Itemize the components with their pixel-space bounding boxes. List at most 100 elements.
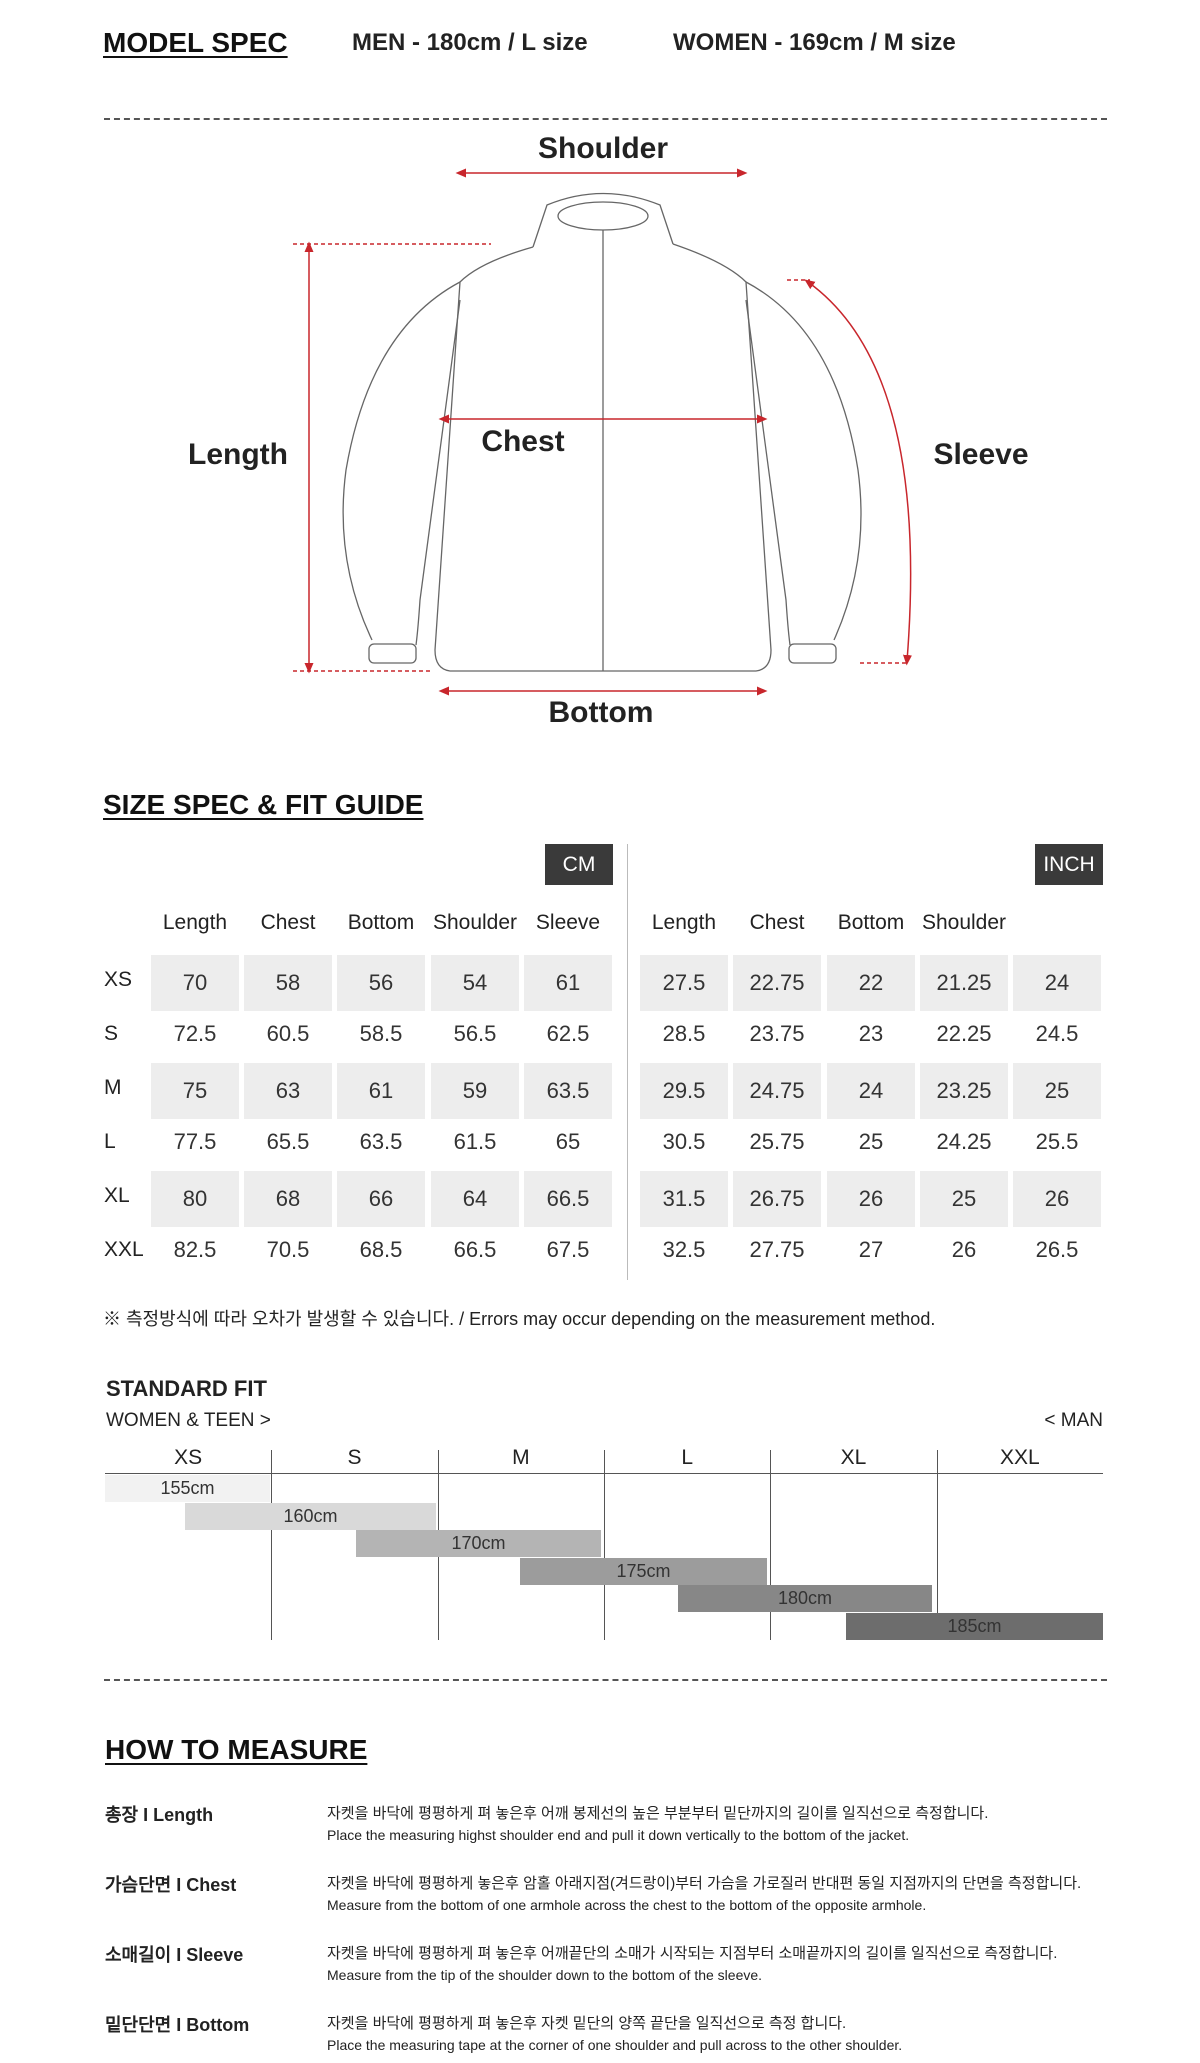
size-row-label: L	[104, 1130, 116, 1153]
jacket-diagram	[293, 168, 912, 696]
inch-cell: 25	[1013, 1063, 1101, 1119]
measure-desc-en: Measure from the bottom of one armhole a…	[327, 1897, 927, 1913]
cm-cell: 56.5	[453, 1021, 497, 1046]
divider	[104, 118, 1107, 120]
measure-desc-en: Place the measuring highst shoulder end …	[327, 1827, 910, 1843]
man-label: < MAN	[1044, 1410, 1103, 1431]
cm-cell: 62.5	[546, 1021, 590, 1046]
fit-size-label: XXL	[999, 1446, 1040, 1469]
length-label: Length	[188, 438, 288, 471]
inch-cell: 26	[1013, 1171, 1101, 1227]
model-spec-women: WOMEN - 169cm / M size	[673, 29, 956, 56]
cm-cell: 66.5	[453, 1237, 497, 1262]
cm-cell: 61.5	[453, 1129, 497, 1154]
inch-cell: 26.75	[733, 1171, 821, 1227]
cm-cell: 63.5	[359, 1129, 403, 1154]
model-spec-men: MEN - 180cm / L size	[352, 29, 588, 56]
inch-cell: 24.25	[936, 1129, 992, 1154]
cm-cell: 70	[151, 955, 239, 1011]
divider	[104, 1679, 1107, 1681]
how-to-measure-title: HOW TO MEASURE	[105, 1734, 368, 1765]
cm-cell: 82.5	[173, 1237, 217, 1262]
bottom-label: Bottom	[548, 696, 654, 729]
inch-cell: 27.5	[640, 955, 728, 1011]
column-header-cm: Length	[162, 911, 228, 934]
fit-column-divider	[937, 1450, 938, 1640]
measurement-note: ※ 측정방식에 따라 오차가 발생할 수 있습니다. / Errors may …	[103, 1309, 936, 1329]
cm-cell: 72.5	[173, 1021, 217, 1046]
inch-cell: 23.25	[920, 1063, 1008, 1119]
cm-cell: 65	[555, 1129, 581, 1154]
inch-cell: 26	[827, 1171, 915, 1227]
height-bar: 160cm	[185, 1502, 436, 1530]
fit-size-label: S	[347, 1446, 362, 1469]
cm-cell: 77.5	[173, 1129, 217, 1154]
cm-cell: 58	[244, 955, 332, 1011]
inch-cell: 22.25	[936, 1021, 992, 1046]
height-bar: 185cm	[846, 1613, 1103, 1640]
cm-cell: 66.5	[524, 1171, 612, 1227]
fit-column-divider	[604, 1450, 605, 1640]
inch-cell: 21.25	[920, 955, 1008, 1011]
inch-cell: 31.5	[640, 1171, 728, 1227]
fit-size-label: M	[512, 1446, 530, 1469]
cm-cell: 68.5	[359, 1237, 403, 1262]
height-bar: 175cm	[520, 1557, 767, 1585]
size-row-label: S	[104, 1022, 119, 1045]
cm-cell: 63	[244, 1063, 332, 1119]
inch-cell: 22	[827, 955, 915, 1011]
cm-cell: 56	[337, 955, 425, 1011]
fit-size-label: L	[681, 1446, 693, 1469]
size-row-label: XL	[104, 1184, 130, 1207]
inch-cell: 24	[827, 1063, 915, 1119]
height-bar: 170cm	[356, 1530, 601, 1558]
column-header-cm: Sleeve	[535, 911, 601, 934]
inch-cell: 26	[951, 1237, 977, 1262]
size-row-label: XS	[104, 968, 133, 991]
inch-cell: 23.75	[749, 1021, 805, 1046]
cm-cell: 63.5	[524, 1063, 612, 1119]
cm-cell: 80	[151, 1171, 239, 1227]
measure-desc-en: Measure from the tip of the shoulder dow…	[327, 1967, 763, 1983]
column-header-inch: Chest	[749, 911, 805, 934]
sleeve-label: Sleeve	[933, 438, 1029, 471]
size-row-label: M	[104, 1076, 122, 1099]
cm-cell: 70.5	[266, 1237, 310, 1262]
cm-cell: 60.5	[266, 1021, 310, 1046]
cm-cell: 64	[431, 1171, 519, 1227]
cm-cell: 54	[431, 955, 519, 1011]
measure-arrows	[293, 168, 912, 696]
column-header-cm: Chest	[260, 911, 316, 934]
column-header-inch: Shoulder	[921, 911, 1007, 934]
inch-cell: 27	[858, 1237, 884, 1262]
inch-cell: 25	[858, 1129, 884, 1154]
size-row-label: XXL	[104, 1238, 144, 1261]
shoulder-label: Shoulder	[537, 132, 669, 165]
cm-cell: 68	[244, 1171, 332, 1227]
inch-cell: 24	[1013, 955, 1101, 1011]
cm-cell: 67.5	[546, 1237, 590, 1262]
measure-label: 가슴단면 I Chest	[105, 1875, 237, 1895]
column-header-cm: Shoulder	[432, 911, 518, 934]
inch-cell: 29.5	[640, 1063, 728, 1119]
inch-cell: 24.75	[733, 1063, 821, 1119]
cm-cell: 66	[337, 1171, 425, 1227]
inch-cell: 27.75	[749, 1237, 805, 1262]
size-spec-title: SIZE SPEC & FIT GUIDE	[103, 789, 424, 820]
measure-label: 총장 I Length	[105, 1805, 214, 1825]
column-header-inch: Bottom	[837, 911, 905, 934]
measure-desc-en: Place the measuring tape at the corner o…	[327, 2037, 903, 2053]
measure-desc-ko: 자켓을 바닥에 평평하게 펴 놓은후 어깨 봉제선의 높은 부분부터 밑단까지의…	[327, 1805, 989, 1822]
fit-column-divider	[271, 1450, 272, 1640]
fit-size-label: XS	[174, 1446, 203, 1469]
unit-divider	[627, 844, 628, 1280]
inch-cell: 24.5	[1035, 1021, 1079, 1046]
inch-cell: 30.5	[662, 1129, 706, 1154]
cm-cell: 59	[431, 1063, 519, 1119]
inch-cell: 22.75	[733, 955, 821, 1011]
model-spec-title: MODEL SPEC	[103, 27, 288, 58]
cm-cell: 65.5	[266, 1129, 310, 1154]
inch-cell: 26.5	[1035, 1237, 1079, 1262]
women-teen-label: WOMEN & TEEN >	[106, 1410, 271, 1431]
inch-cell: 32.5	[662, 1237, 706, 1262]
